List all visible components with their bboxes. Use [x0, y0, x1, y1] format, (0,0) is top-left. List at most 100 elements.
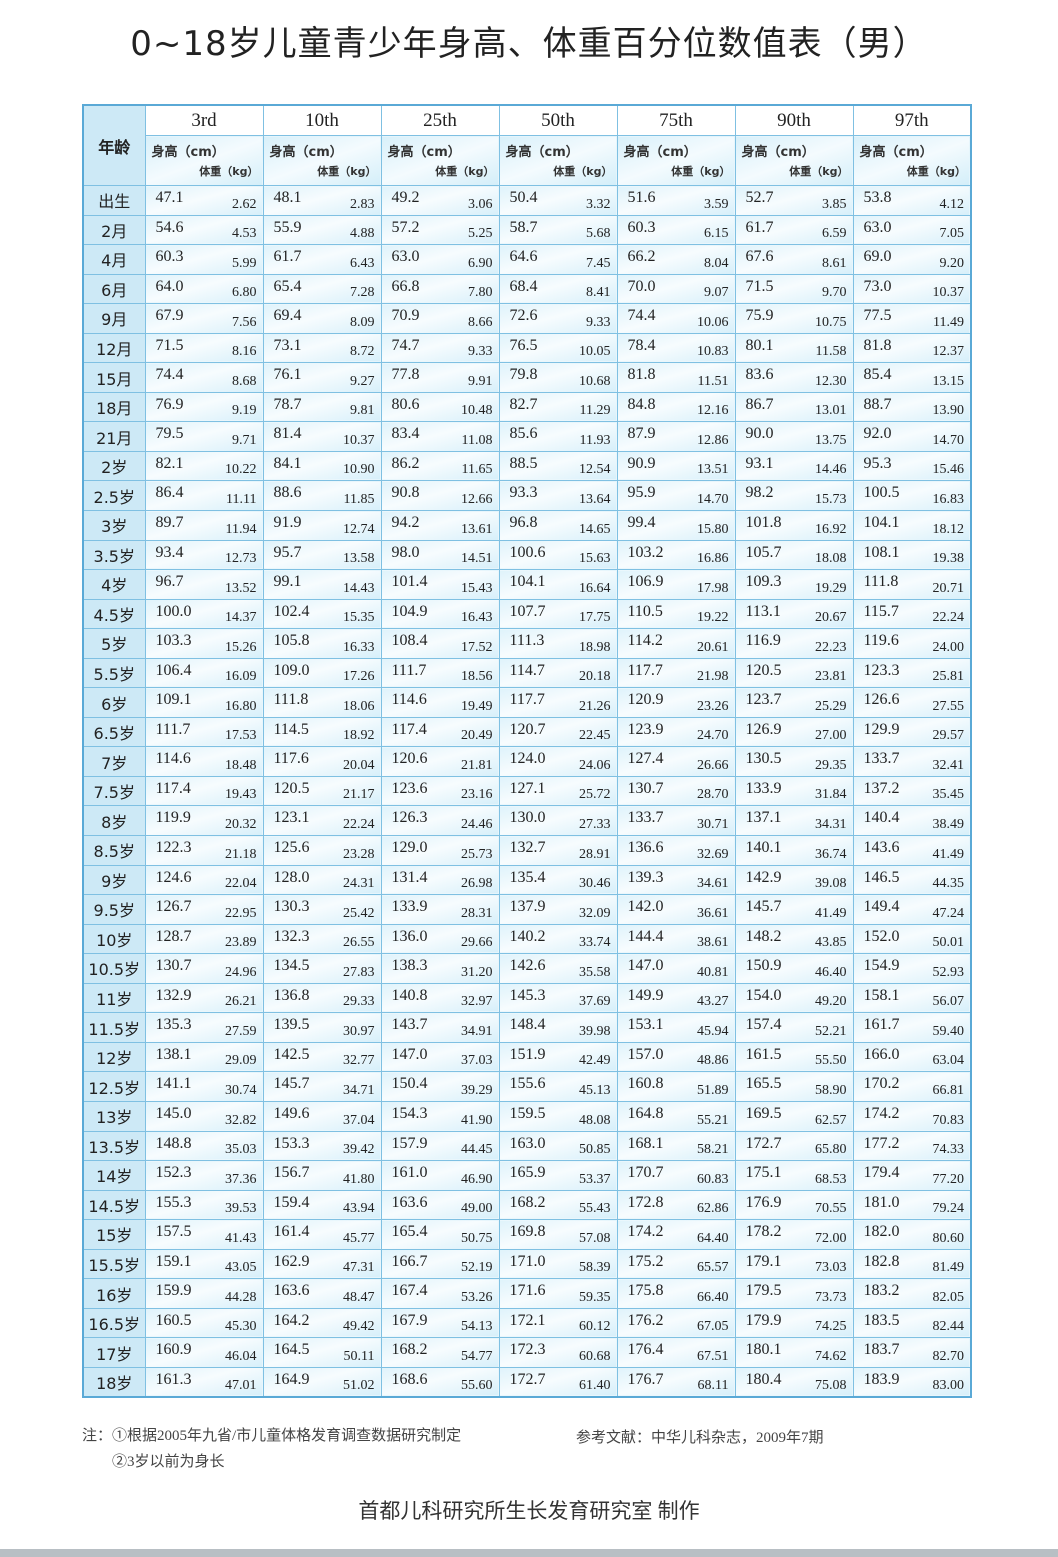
height-value: 142.6: [509, 957, 546, 975]
weight-value: 79.24: [932, 1201, 965, 1217]
height-value: 65.4: [273, 277, 302, 295]
weight-value: 21.98: [697, 669, 729, 685]
value-cell: 161.0 46.90: [380, 1160, 500, 1191]
weight-value: 11.65: [461, 462, 493, 478]
height-value: 52.7: [745, 189, 774, 206]
value-cell: 145.7 34.71: [262, 1071, 382, 1102]
value-cell: 88.6 11.85: [262, 480, 382, 512]
height-value: 140.2: [509, 927, 546, 945]
weight-value: 10.05: [579, 344, 611, 360]
table-row: 2.5岁 86.4 11.11 88.6 11.85 90.8 12.66 93.3 13.64…: [82, 480, 972, 512]
height-label: 身高（cm）: [859, 145, 933, 160]
weight-value: 23.89: [225, 935, 257, 951]
height-value: 140.1: [745, 839, 782, 857]
height-value: 120.5: [273, 779, 310, 797]
height-value: 133.9: [391, 898, 428, 916]
value-cell: 53.8 4.12: [852, 185, 972, 216]
value-cell: 120.5 23.81: [734, 657, 854, 689]
weight-value: 21.26: [579, 698, 611, 714]
value-cell: 157.4 52.21: [734, 1012, 854, 1043]
value-cell: 130.5 29.35: [734, 746, 854, 777]
value-cell: 120.5 21.17: [262, 775, 382, 807]
value-cell: 138.3 31.20: [380, 953, 500, 984]
value-cell: 142.0 36.61: [616, 894, 736, 925]
height-value: 76.1: [273, 366, 302, 384]
value-cell: 166.0 63.04: [852, 1041, 972, 1073]
height-value: 153.3: [273, 1134, 310, 1152]
value-cell: 165.4 50.75: [380, 1219, 500, 1250]
value-cell: 123.6 23.16: [380, 775, 500, 807]
height-value: 172.1: [509, 1311, 546, 1329]
height-value: 107.7: [509, 602, 546, 620]
height-value: 63.0: [863, 218, 892, 236]
height-value: 80.1: [745, 336, 774, 354]
value-cell: 124.0 24.06: [498, 746, 618, 777]
height-value: 147.0: [627, 957, 664, 975]
weight-value: 13.51: [697, 462, 729, 478]
weight-value: 3.32: [586, 196, 611, 212]
weight-value: 50.01: [932, 935, 965, 951]
weight-value: 18.48: [225, 757, 257, 773]
height-value: 137.9: [509, 898, 546, 916]
value-cell: 123.9 24.70: [616, 716, 736, 748]
height-value: 74.4: [155, 366, 184, 384]
value-cell: 169.8 57.08: [498, 1219, 618, 1250]
value-cell: 167.9 54.13: [380, 1307, 500, 1339]
weight-value: 8.72: [350, 344, 375, 360]
weight-value: 48.47: [343, 1289, 375, 1305]
value-cell: 80.6 10.48: [380, 391, 500, 423]
value-cell: 133.9 31.84: [734, 775, 854, 807]
value-cell: 145.0 32.82: [144, 1100, 264, 1132]
height-value: 105.8: [273, 632, 310, 650]
value-cell: 99.1 14.43: [262, 569, 382, 600]
height-value: 98.2: [745, 484, 774, 502]
value-cell: 52.7 3.85: [734, 185, 854, 216]
value-cell: 157.5 41.43: [144, 1219, 264, 1250]
unit-header: 身高（cm） 体重（kg）: [498, 135, 618, 186]
weight-value: 4.88: [350, 226, 375, 242]
height-value: 111.7: [391, 661, 427, 679]
height-value: 146.5: [863, 868, 900, 886]
value-cell: 176.9 70.55: [734, 1189, 854, 1221]
maker-credit: 首都儿科研究所生长发育研究室 制作: [358, 1499, 700, 1523]
value-cell: 109.3 19.29: [734, 569, 854, 600]
weight-value: 58.39: [579, 1260, 611, 1276]
height-value: 120.7: [509, 720, 546, 738]
weight-value: 54.77: [461, 1348, 493, 1364]
weight-value: 16.86: [697, 551, 729, 567]
height-value: 100.0: [155, 602, 192, 620]
age-cell: 12岁: [82, 1041, 146, 1073]
weight-value: 43.94: [343, 1201, 375, 1217]
weight-value: 27.83: [343, 964, 375, 980]
height-value: 69.4: [273, 307, 302, 325]
height-value: 126.7: [155, 898, 192, 916]
value-cell: 98.2 15.73: [734, 480, 854, 512]
value-cell: 63.0 7.05: [852, 214, 972, 246]
weight-value: 6.43: [350, 255, 375, 271]
weight-value: 28.91: [579, 846, 611, 862]
height-value: 169.5: [745, 1104, 782, 1122]
table-row: 5岁 103.3 15.26 105.8 16.33 108.4 17.52 111.3 18.…: [82, 628, 972, 659]
weight-value: 16.09: [225, 669, 257, 685]
height-value: 64.6: [509, 248, 538, 266]
height-value: 176.7: [627, 1370, 664, 1388]
value-cell: 136.8 29.33: [262, 982, 382, 1014]
height-label: 身高（cm）: [623, 145, 697, 160]
height-value: 60.3: [627, 218, 656, 236]
weight-value: 49.42: [343, 1319, 375, 1335]
height-value: 74.4: [627, 307, 656, 325]
height-value: 96.7: [155, 573, 184, 591]
weight-value: 22.45: [579, 728, 611, 744]
height-value: 90.9: [627, 454, 656, 472]
value-cell: 96.8 14.65: [498, 510, 618, 541]
weight-value: 20.71: [932, 580, 965, 596]
weight-value: 9.81: [350, 403, 375, 419]
value-cell: 157.9 44.45: [380, 1130, 500, 1162]
height-value: 63.0: [391, 248, 420, 266]
weight-value: 8.41: [586, 285, 611, 301]
height-value: 123.9: [627, 720, 664, 738]
value-cell: 143.7 34.91: [380, 1012, 500, 1043]
height-value: 137.2: [863, 779, 900, 797]
weight-value: 59.35: [579, 1289, 611, 1305]
table-row: 3岁 89.7 11.94 91.9 12.74 94.2 13.61 96.8 14.65 99…: [82, 510, 972, 541]
